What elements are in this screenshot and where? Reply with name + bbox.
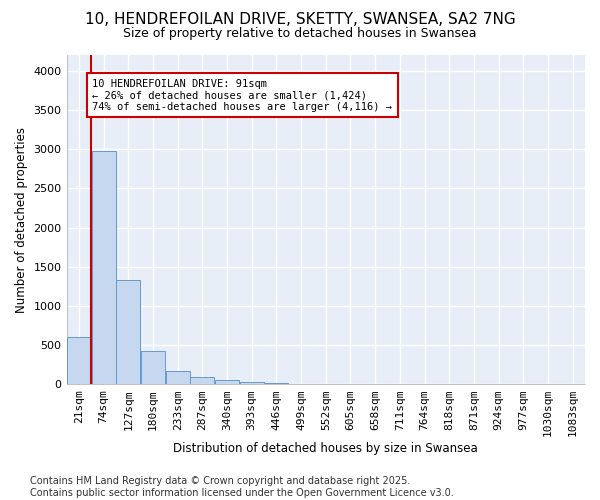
Text: 10 HENDREFOILAN DRIVE: 91sqm
← 26% of detached houses are smaller (1,424)
74% of: 10 HENDREFOILAN DRIVE: 91sqm ← 26% of de… — [92, 78, 392, 112]
Bar — [166, 370, 190, 384]
Text: Contains HM Land Registry data © Crown copyright and database right 2025.
Contai: Contains HM Land Registry data © Crown c… — [30, 476, 454, 498]
Text: 10, HENDREFOILAN DRIVE, SKETTY, SWANSEA, SA2 7NG: 10, HENDREFOILAN DRIVE, SKETTY, SWANSEA,… — [85, 12, 515, 28]
Bar — [265, 383, 289, 384]
Bar — [67, 338, 91, 384]
Bar — [240, 382, 263, 384]
Y-axis label: Number of detached properties: Number of detached properties — [15, 126, 28, 312]
Bar — [215, 380, 239, 384]
Text: Size of property relative to detached houses in Swansea: Size of property relative to detached ho… — [123, 28, 477, 40]
Bar — [116, 280, 140, 384]
Bar — [190, 378, 214, 384]
Bar — [141, 352, 165, 384]
Bar — [92, 151, 116, 384]
X-axis label: Distribution of detached houses by size in Swansea: Distribution of detached houses by size … — [173, 442, 478, 455]
